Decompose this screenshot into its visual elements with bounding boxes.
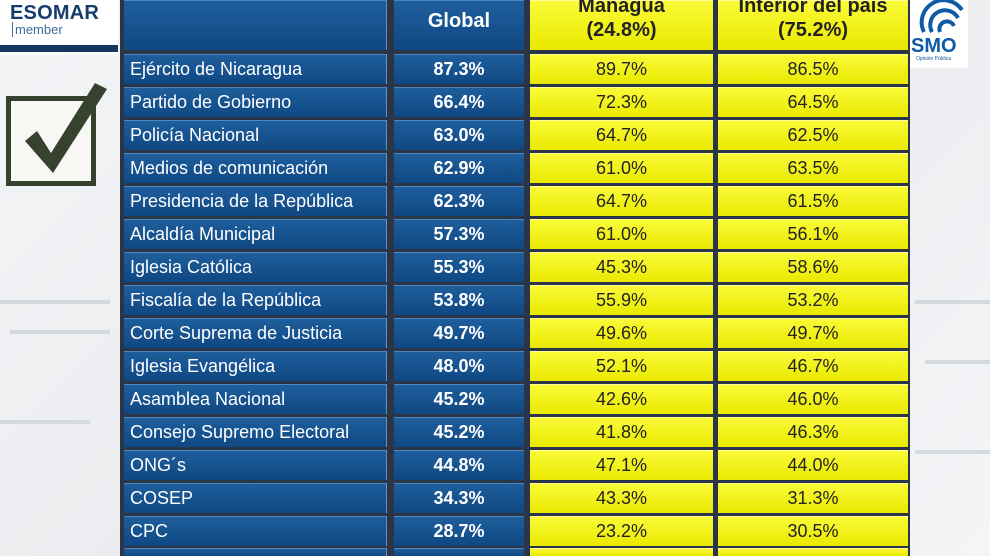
global-value: 45.2% bbox=[394, 384, 524, 414]
institution-name: Consejo Supremo Electoral bbox=[124, 417, 387, 447]
interior-value: 44.0% bbox=[718, 450, 908, 480]
managua-value: 23.2% bbox=[530, 516, 713, 546]
global-value: 48.0% bbox=[394, 351, 524, 381]
managua-value: 72.3% bbox=[530, 87, 713, 117]
esomar-member-text: member bbox=[12, 22, 63, 37]
pollster-logo: SMO Opinión Pública bbox=[910, 0, 968, 68]
interior-value: 86.5% bbox=[718, 54, 908, 84]
header-interior-label: Interior del país bbox=[738, 0, 888, 17]
header-institution-cell bbox=[124, 0, 387, 50]
table-row: Policía Nacional 63.0% 64.7% 62.5% bbox=[120, 120, 910, 150]
interior-value: 49.7% bbox=[718, 318, 908, 348]
interior-value: 62.5% bbox=[718, 120, 908, 150]
esomar-logo: ESOMAR member bbox=[0, 0, 118, 54]
institution-name: CPC bbox=[124, 516, 387, 546]
global-value: 62.3% bbox=[394, 186, 524, 216]
table-row: Ejército de Nicaragua 87.3% 89.7% 86.5% bbox=[120, 54, 910, 84]
institution-name: Iglesia Evangélica bbox=[124, 351, 387, 381]
table-row: CPC 28.7% 23.2% 30.5% bbox=[120, 516, 910, 546]
managua-value: 61.0% bbox=[530, 153, 713, 183]
institution-name: Alcaldía Municipal bbox=[124, 219, 387, 249]
managua-value: 64.7% bbox=[530, 186, 713, 216]
interior-value: 46.0% bbox=[718, 384, 908, 414]
global-value: 34.3% bbox=[394, 483, 524, 513]
interior-value: 61.5% bbox=[718, 186, 908, 216]
interior-value: 46.7% bbox=[718, 351, 908, 381]
global-value: 57.3% bbox=[394, 219, 524, 249]
global-value: 62.9% bbox=[394, 153, 524, 183]
global-value: 44.8% bbox=[394, 450, 524, 480]
institution-name: Presidencia de la República bbox=[124, 186, 387, 216]
table-row: Presidencia de la República 62.3% 64.7% 61.… bbox=[120, 186, 910, 216]
confidence-table: Global Managua (24.8%) Interior del país… bbox=[120, 0, 910, 556]
institution-name: ONG´s bbox=[124, 450, 387, 480]
interior-value: 46.3% bbox=[718, 417, 908, 447]
institution-name: Fiscalía de la República bbox=[124, 285, 387, 315]
institution-name: COSEP bbox=[124, 483, 387, 513]
institution-name: Asamblea Nacional bbox=[124, 384, 387, 414]
checkmark-box-icon bbox=[6, 83, 107, 186]
table-row: ONG´s 44.8% 47.1% 44.0% bbox=[120, 450, 910, 480]
global-value: 55.3% bbox=[394, 252, 524, 282]
global-value: 45.2% bbox=[394, 417, 524, 447]
table-row-partial bbox=[120, 548, 910, 556]
managua-value: 42.6% bbox=[530, 384, 713, 414]
global-value: 49.7% bbox=[394, 318, 524, 348]
interior-value: 30.5% bbox=[718, 516, 908, 546]
interior-value: 56.1% bbox=[718, 219, 908, 249]
institution-name: Policía Nacional bbox=[124, 120, 387, 150]
esomar-underline bbox=[0, 45, 118, 52]
table-row: Fiscalía de la República 53.8% 55.9% 53.2% bbox=[120, 285, 910, 315]
institution-name: Medios de comunicación bbox=[124, 153, 387, 183]
interior-value: 31.3% bbox=[718, 483, 908, 513]
managua-value: 55.9% bbox=[530, 285, 713, 315]
institution-name: Iglesia Católica bbox=[124, 252, 387, 282]
interior-value: 63.5% bbox=[718, 153, 908, 183]
institution-name: Partido de Gobierno bbox=[124, 87, 387, 117]
global-value: 28.7% bbox=[394, 516, 524, 546]
header-managua-label: Managua bbox=[578, 0, 665, 17]
table-row: Consejo Supremo Electoral 45.2% 41.8% 46.3% bbox=[120, 417, 910, 447]
table-row: Medios de comunicación 62.9% 61.0% 63.5% bbox=[120, 153, 910, 183]
table-row: Iglesia Católica 55.3% 45.3% 58.6% bbox=[120, 252, 910, 282]
global-value: 63.0% bbox=[394, 120, 524, 150]
managua-value: 47.1% bbox=[530, 450, 713, 480]
institution-name: Ejército de Nicaragua bbox=[124, 54, 387, 84]
table-row: Iglesia Evangélica 48.0% 52.1% 46.7% bbox=[120, 351, 910, 381]
managua-value: 45.3% bbox=[530, 252, 713, 282]
pollster-logo-text: SMO bbox=[911, 35, 957, 57]
managua-value: 89.7% bbox=[530, 54, 713, 84]
managua-value: 43.3% bbox=[530, 483, 713, 513]
interior-value: 64.5% bbox=[718, 87, 908, 117]
institution-name: Corte Suprema de Justicia bbox=[124, 318, 387, 348]
managua-value: 41.8% bbox=[530, 417, 713, 447]
interior-value: 58.6% bbox=[718, 252, 908, 282]
interior-value: 53.2% bbox=[718, 285, 908, 315]
table-row: Partido de Gobierno 66.4% 72.3% 64.5% bbox=[120, 87, 910, 117]
signal-arcs-icon bbox=[919, 0, 964, 33]
header-managua-pct: (24.8%) bbox=[586, 19, 657, 41]
table-row: Asamblea Nacional 45.2% 42.6% 46.0% bbox=[120, 384, 910, 414]
managua-value: 64.7% bbox=[530, 120, 713, 150]
table-header-row: Global Managua (24.8%) Interior del país… bbox=[120, 0, 910, 50]
global-value: 53.8% bbox=[394, 285, 524, 315]
pollster-logo-subtext: Opinión Pública bbox=[916, 56, 952, 62]
header-global: Global bbox=[394, 0, 524, 50]
header-interior-pct: (75.2%) bbox=[777, 19, 849, 41]
managua-value: 52.1% bbox=[530, 351, 713, 381]
table-row: Corte Suprema de Justicia 49.7% 49.6% 49.7% bbox=[120, 318, 910, 348]
managua-value: 49.6% bbox=[530, 318, 713, 348]
table-row: Alcaldía Municipal 57.3% 61.0% 56.1% bbox=[120, 219, 910, 249]
global-value: 66.4% bbox=[394, 87, 524, 117]
global-value: 87.3% bbox=[394, 54, 524, 84]
managua-value: 61.0% bbox=[530, 219, 713, 249]
esomar-brand-text: ESOMAR bbox=[10, 2, 99, 24]
header-managua: Managua (24.8%) bbox=[530, 0, 713, 50]
header-interior: Interior del país (75.2%) bbox=[718, 0, 908, 50]
table-row: COSEP 34.3% 43.3% 31.3% bbox=[120, 483, 910, 513]
